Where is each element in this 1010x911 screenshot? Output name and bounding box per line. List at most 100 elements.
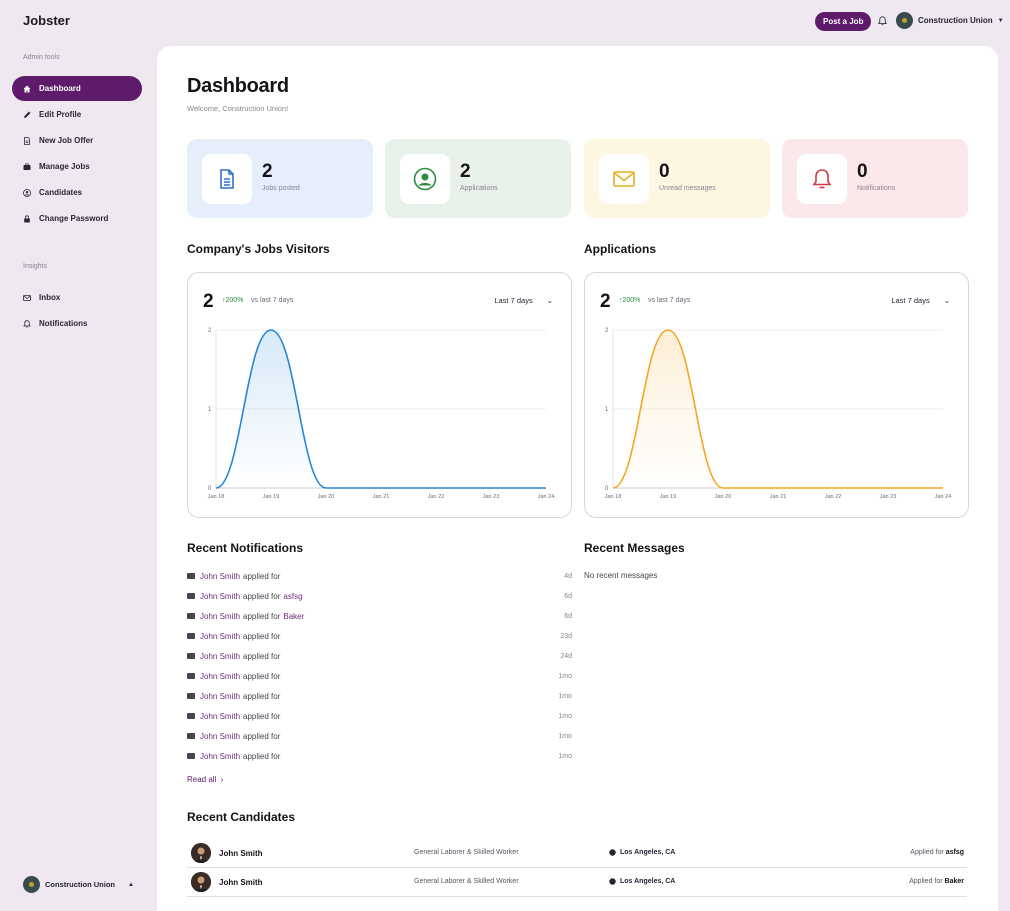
notification-user-link[interactable]: John Smith <box>200 571 241 581</box>
user-circle-icon <box>23 188 31 197</box>
notification-user-link[interactable]: John Smith <box>200 711 241 721</box>
sidebar-item-new-job-offer[interactable]: New Job Offer <box>12 128 142 153</box>
notification-text: applied for <box>243 711 281 721</box>
sidebar-item-candidates[interactable]: Candidates <box>12 180 142 205</box>
sidebar-item-label: Manage Jobs <box>39 162 90 171</box>
notification-user-link[interactable]: John Smith <box>200 651 241 661</box>
series-area <box>613 330 943 488</box>
range-label: Last 7 days <box>891 296 930 305</box>
notification-item[interactable]: John Smith applied for 4d <box>187 569 572 583</box>
sidebar-item-inbox[interactable]: Inbox <box>12 285 142 310</box>
notification-item[interactable]: John Smith applied for asfsg 6d <box>187 589 572 603</box>
notification-item[interactable]: John Smith applied for 1mo <box>187 689 572 703</box>
sidebar-item-notifications[interactable]: Notifications <box>12 311 142 336</box>
notification-time: 1mo <box>558 692 572 700</box>
notification-user-link[interactable]: John Smith <box>200 671 241 681</box>
candidate-row[interactable]: John Smith General Laborer & Skilled Work… <box>187 839 967 868</box>
x-tick-label: Jan 23 <box>880 494 897 500</box>
home-icon <box>23 85 31 92</box>
x-tick-label: Jan 22 <box>428 494 445 500</box>
notification-time: 23d <box>560 632 572 640</box>
stat-value: 0 <box>857 161 868 182</box>
applications-chart: 0 1 2 Jan 18 Jan 19 Jan 20 Jan 21 Jan 22 Jan 23 J… <box>605 328 952 500</box>
document-icon <box>202 154 252 204</box>
briefcase-icon <box>187 653 195 659</box>
notification-item[interactable]: John Smith applied for 24d <box>187 649 572 663</box>
post-job-button[interactable]: Post a Job <box>815 12 872 31</box>
page-title: Dashboard <box>187 75 289 97</box>
y-tick-label: 0 <box>208 486 212 492</box>
visitors-chart-card: 2 ↑200% vs last 7 days Last 7 days ⌄ 0 1 2 J… <box>187 272 572 518</box>
briefcase-icon <box>187 613 195 619</box>
notification-text: applied for <box>243 651 281 661</box>
notification-user-link[interactable]: John Smith <box>200 611 241 621</box>
notification-time: 6d <box>564 612 572 620</box>
notification-item[interactable]: John Smith applied for 1mo <box>187 729 572 743</box>
main-content: Dashboard Welcome, Construction Union! 2… <box>157 46 998 911</box>
stat-card-jobs-posted[interactable]: 2 Jobs posted <box>187 139 373 218</box>
notification-user-link[interactable]: John Smith <box>200 591 241 601</box>
notification-user-link[interactable]: John Smith <box>200 731 241 741</box>
stat-value: 0 <box>659 161 670 182</box>
stat-card-notifications[interactable]: 0 Notifications <box>782 139 968 218</box>
notification-time: 1mo <box>558 672 572 680</box>
stat-card-applications[interactable]: 2 Applications <box>385 139 571 218</box>
stat-card-unread-messages[interactable]: 0 Unread messages <box>584 139 770 218</box>
notification-user-link[interactable]: John Smith <box>200 751 241 761</box>
sidebar-user-menu[interactable]: Construction Union ▲ <box>23 876 134 893</box>
recent-candidates-title: Recent Candidates <box>187 810 296 824</box>
candidate-location: Los Angeles, CA <box>609 849 675 856</box>
x-tick-label: Jan 19 <box>660 494 677 500</box>
mail-icon <box>23 294 31 301</box>
briefcase-icon <box>187 713 195 719</box>
sidebar-item-manage-jobs[interactable]: Manage Jobs <box>12 154 142 179</box>
candidate-role: General Laborer & Skilled Worker <box>414 849 519 856</box>
notification-item[interactable]: John Smith applied for 23d <box>187 629 572 643</box>
x-tick-label: Jan 21 <box>770 494 787 500</box>
sidebar-item-dashboard[interactable]: Dashboard <box>12 76 142 101</box>
brand-logo[interactable]: Jobster <box>23 13 70 28</box>
sidebar-item-label: New Job Offer <box>39 136 94 145</box>
notification-user-link[interactable]: John Smith <box>200 691 241 701</box>
mail-icon <box>599 154 649 204</box>
x-tick-label: Jan 24 <box>935 494 952 500</box>
notification-item[interactable]: John Smith applied for 1mo <box>187 669 572 683</box>
range-select[interactable]: Last 7 days ⌄ <box>891 296 950 305</box>
sidebar-item-change-password[interactable]: Change Password <box>12 206 142 231</box>
sidebar-user-name: Construction Union <box>45 880 115 889</box>
chart-total: 2 <box>600 291 611 312</box>
candidate-row[interactable]: John Smith General Laborer & Skilled Work… <box>187 868 967 897</box>
chart-total: 2 <box>203 291 214 312</box>
user-menu[interactable]: Construction Union ▼ <box>896 12 1004 29</box>
applications-title: Applications <box>584 242 657 256</box>
notification-item[interactable]: John Smith applied for 1mo <box>187 709 572 723</box>
range-select[interactable]: Last 7 days ⌄ <box>494 296 553 305</box>
notification-job-link[interactable]: Baker <box>283 611 305 621</box>
candidate-photo <box>191 843 211 863</box>
series-line <box>612 329 943 489</box>
notification-item[interactable]: John Smith applied for Baker 6d <box>187 609 572 623</box>
candidate-name[interactable]: John Smith <box>219 849 263 858</box>
notification-text: applied for <box>243 731 281 741</box>
notification-text: applied for <box>243 611 281 621</box>
series-area <box>216 330 546 488</box>
bell-icon <box>23 319 31 327</box>
stat-label: Jobs posted <box>262 185 300 192</box>
sidebar-section-admin: Admin tools <box>23 54 60 61</box>
notification-text: applied for <box>243 691 281 701</box>
notification-user-link[interactable]: John Smith <box>200 631 241 641</box>
notification-item[interactable]: John Smith applied for 1mo <box>187 749 572 763</box>
bell-icon[interactable] <box>877 15 888 27</box>
notification-job-link[interactable]: asfsg <box>283 591 303 601</box>
sidebar-item-edit-profile[interactable]: Edit Profile <box>12 102 142 127</box>
notification-text: applied for <box>243 751 281 761</box>
read-all-link[interactable]: Read all › <box>187 775 224 784</box>
notification-text: applied for <box>243 591 281 601</box>
notification-time: 24d <box>560 652 572 660</box>
y-tick-label: 2 <box>208 328 212 334</box>
notification-time: 1mo <box>558 752 572 760</box>
recent-notifications-title: Recent Notifications <box>187 541 304 555</box>
chevron-down-icon: ▼ <box>997 17 1004 24</box>
candidate-name[interactable]: John Smith <box>219 878 263 887</box>
sidebar-section-insights: Insights <box>23 263 48 270</box>
